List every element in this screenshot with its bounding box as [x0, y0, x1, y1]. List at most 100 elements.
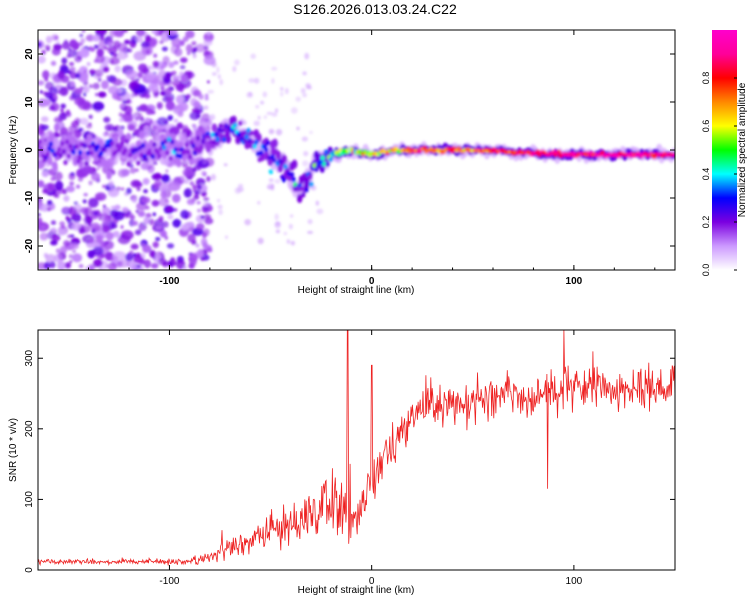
noise-blob	[137, 71, 144, 79]
noise-blob	[125, 253, 134, 262]
noise-blob	[167, 181, 181, 192]
noise-blob	[45, 35, 53, 44]
noise-blob	[140, 196, 151, 204]
noise-blob	[266, 185, 273, 190]
noise-blob	[89, 47, 96, 52]
snr-frame	[37, 329, 676, 571]
noise-blob	[301, 136, 308, 142]
noise-blob	[91, 228, 96, 234]
noise-blob	[168, 126, 180, 136]
noise-blob	[64, 262, 71, 269]
noise-blob	[42, 70, 50, 80]
noise-blob	[155, 253, 162, 260]
noise-blob	[189, 181, 195, 186]
noise-blob	[101, 80, 109, 90]
noise-blob	[65, 185, 75, 193]
noise-blob	[90, 222, 101, 231]
noise-blob	[143, 216, 150, 225]
noise-blob	[151, 125, 158, 131]
snr-ytick-label: 100	[24, 491, 35, 508]
spectrogram-ytick-label: 10	[24, 96, 35, 108]
ridge-core	[184, 142, 190, 148]
noise-blob	[160, 190, 167, 199]
colorbar-tick-label: 0.6	[701, 120, 711, 133]
noise-blob	[105, 231, 114, 241]
noise-blob	[140, 41, 150, 48]
spectrogram-ylabel: Frequency (Hz)	[8, 116, 19, 185]
noise-blob	[203, 228, 210, 237]
noise-blob	[38, 41, 42, 48]
noise-blob	[45, 92, 54, 100]
spectrogram-xlabel: Height of straight line (km)	[298, 285, 415, 296]
noise-blob	[84, 214, 89, 219]
noise-blob	[216, 66, 220, 74]
noise-blob	[109, 209, 119, 218]
noise-blob	[95, 92, 98, 97]
ridge-core	[150, 153, 156, 160]
noise-blob	[61, 224, 65, 230]
noise-blob	[203, 105, 209, 110]
ridge-core	[191, 143, 196, 149]
noise-blob	[57, 70, 65, 80]
noise-blob	[94, 192, 107, 201]
ridge-core	[157, 153, 162, 159]
noise-blob	[85, 34, 95, 42]
noise-blob	[82, 165, 92, 175]
noise-blob	[217, 204, 223, 210]
ridge-core	[166, 136, 172, 142]
noise-blob	[173, 60, 179, 65]
noise-blob	[88, 237, 95, 244]
ridge-mid	[175, 158, 182, 168]
noise-blob	[167, 214, 174, 220]
noise-blob	[120, 161, 126, 166]
noise-blob	[112, 251, 126, 261]
noise-blob	[120, 225, 124, 229]
noise-blob	[47, 182, 56, 191]
noise-blob	[51, 233, 61, 242]
noise-blob	[140, 162, 150, 171]
noise-blob	[185, 30, 195, 39]
noise-blob	[186, 198, 196, 206]
noise-blob	[89, 69, 96, 75]
noise-blob	[167, 115, 174, 121]
noise-blob	[54, 253, 63, 263]
noise-blob	[69, 260, 73, 264]
noise-blob	[196, 184, 203, 190]
noise-blob	[268, 178, 274, 182]
ridge-core	[291, 176, 296, 183]
noise-blob	[160, 86, 165, 91]
ridge-core	[123, 147, 128, 153]
noise-blob	[135, 209, 139, 214]
ridge-core	[200, 138, 206, 145]
noise-blob	[38, 180, 45, 188]
noise-blob	[102, 66, 110, 73]
noise-blob	[152, 182, 160, 190]
noise-blob	[280, 87, 284, 91]
noise-blob	[176, 122, 183, 129]
noise-blob	[55, 193, 60, 199]
noise-blob	[262, 91, 268, 98]
noise-blob	[165, 96, 173, 102]
noise-blob	[78, 227, 86, 234]
noise-blob	[60, 103, 66, 109]
noise-blob	[112, 126, 119, 132]
noise-blob	[63, 195, 70, 202]
noise-blob	[106, 75, 110, 80]
ridge-core	[136, 160, 141, 166]
noise-blob	[50, 60, 57, 66]
noise-blob	[110, 51, 114, 57]
noise-blob	[307, 218, 313, 225]
ridge-core	[249, 130, 254, 136]
ridge-core	[265, 140, 270, 146]
noise-blob	[202, 201, 210, 208]
ridge-core	[82, 143, 88, 149]
noise-blob	[129, 167, 136, 174]
noise-blob	[223, 163, 228, 167]
noise-blob	[192, 53, 197, 59]
noise-blob	[99, 35, 105, 41]
noise-blob	[162, 129, 167, 133]
noise-blob	[86, 62, 91, 67]
colorbar-label: Normalized spectral amplitude	[737, 82, 748, 217]
ridge-core	[250, 139, 256, 146]
noise-blob	[191, 123, 197, 128]
